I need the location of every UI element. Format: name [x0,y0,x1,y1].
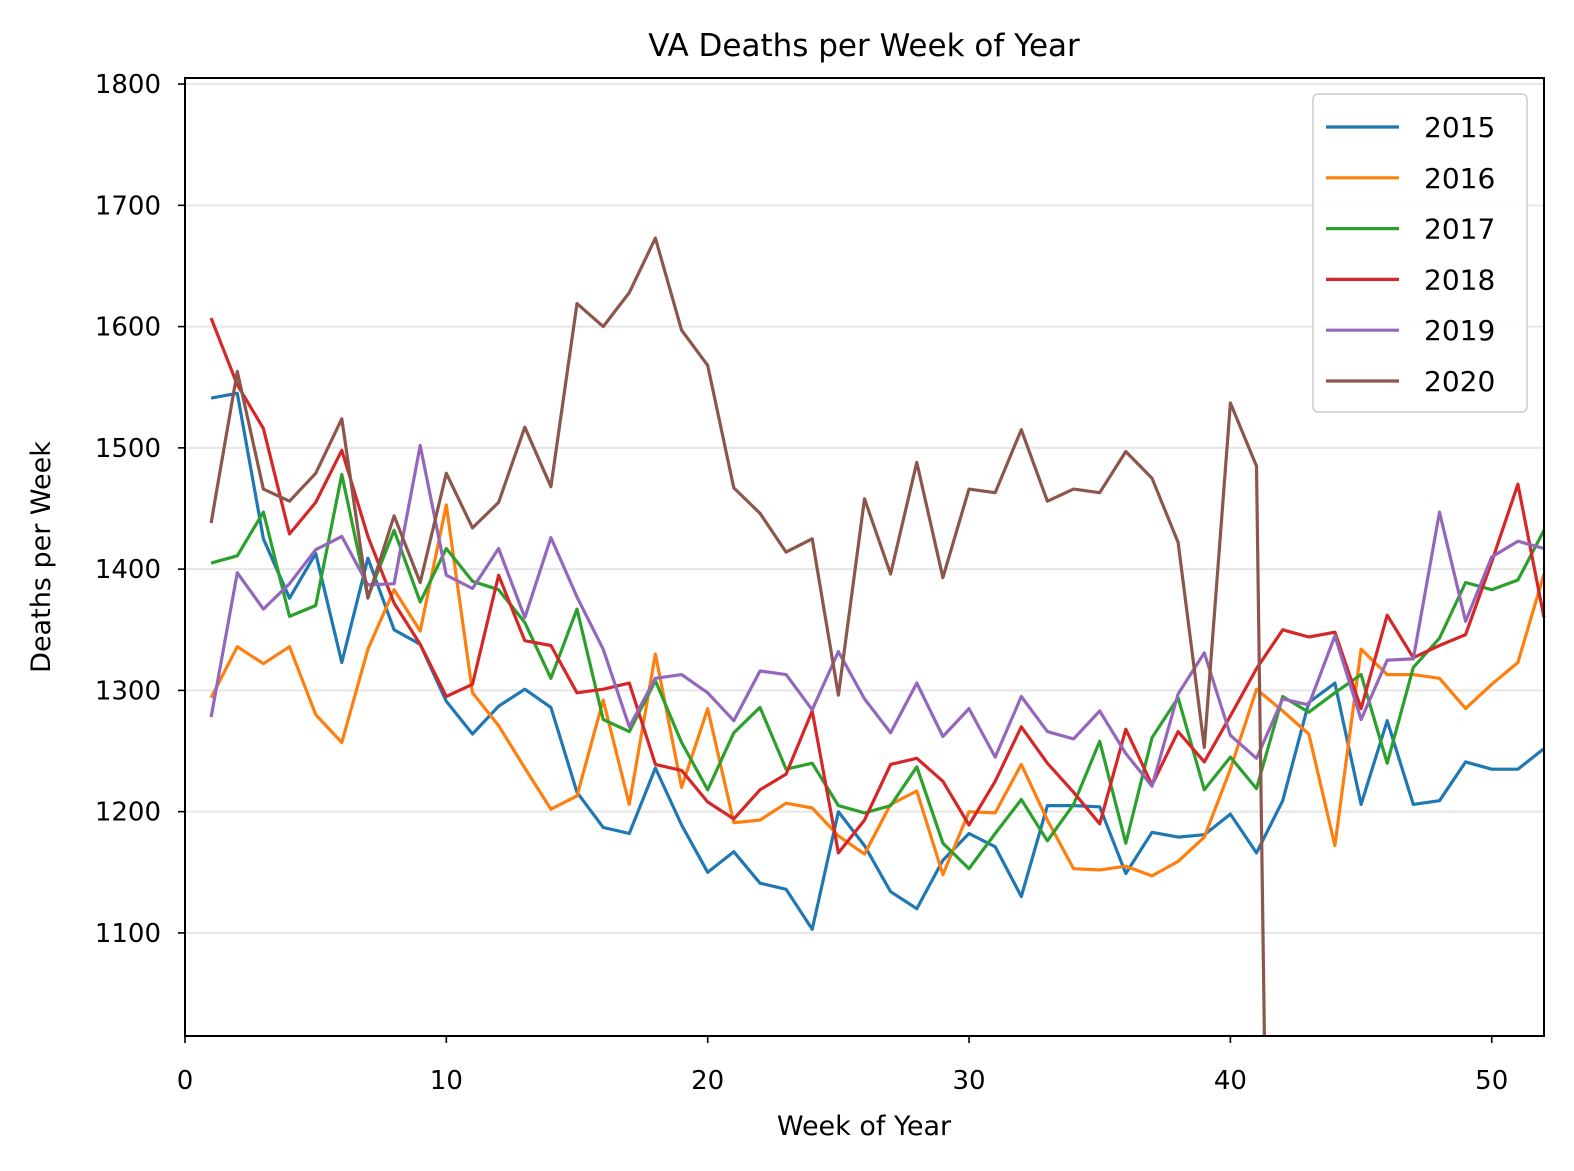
series-line-2020 [209,236,1266,1037]
x-tick-label: 10 [430,1066,463,1096]
legend-label-2020: 2020 [1424,365,1495,398]
x-tick-label: 40 [1214,1066,1247,1096]
x-tick-label: 0 [177,1066,194,1096]
x-tick-label: 50 [1475,1066,1508,1096]
x-tick-label: 30 [952,1066,985,1096]
y-tick-label: 1400 [95,555,161,585]
plot-frame [184,77,1545,1037]
series-line-2017 [210,472,1546,871]
gridlines [185,83,1544,934]
series-lines [209,236,1546,1037]
y-tick-label: 1500 [95,434,161,464]
series-line-2019 [209,443,1545,788]
legend-label-2017: 2017 [1424,213,1495,246]
y-tick-label: 1800 [95,70,161,100]
y-axis-label: Deaths per Week [26,441,57,673]
legend-box [1312,93,1528,413]
legend-label-2019: 2019 [1424,314,1495,347]
x-axis-ticks: 0 10 20 30 40 50 [177,1036,1508,1096]
x-axis-label: Week of Year [777,1111,952,1142]
series-line-2018 [209,317,1546,855]
x-tick-label: 20 [691,1066,724,1096]
y-tick-label: 1300 [95,676,161,706]
legend-label-2016: 2016 [1424,162,1495,195]
legend-label-2018: 2018 [1424,263,1495,296]
y-axis-ticks: 1100 1200 1300 1400 1500 1600 1700 1800 [95,70,185,949]
legend-label-2015: 2015 [1424,111,1495,144]
series-line-2016 [209,503,1546,878]
y-tick-label: 1100 [95,919,161,949]
chart-title: VA Deaths per Week of Year [648,28,1080,64]
y-tick-label: 1600 [95,313,161,343]
y-tick-label: 1200 [95,798,161,828]
legend: 2015 2016 2017 2018 2019 2020 [1312,93,1528,413]
y-tick-label: 1700 [95,191,161,221]
